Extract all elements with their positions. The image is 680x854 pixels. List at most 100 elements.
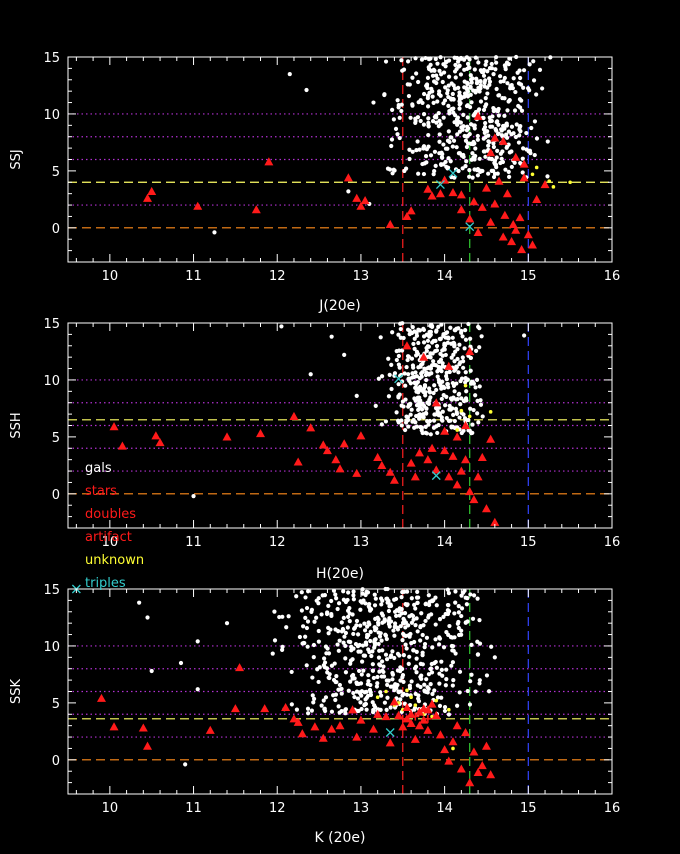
- gal-point: [452, 86, 458, 91]
- x-tick-label: 12: [269, 535, 286, 550]
- gal-point: [518, 82, 524, 87]
- gal-point: [485, 129, 490, 134]
- gal-point: [507, 174, 512, 179]
- gal-point: [404, 364, 409, 370]
- gal-point: [383, 59, 389, 64]
- triple-point: [431, 471, 441, 481]
- gal-point: [367, 687, 373, 693]
- gal-point: [412, 707, 417, 712]
- gal-point: [459, 330, 464, 335]
- gal-point: [493, 67, 498, 72]
- gal-point: [382, 617, 387, 622]
- gal-point: [472, 141, 477, 146]
- gal-point: [473, 385, 478, 390]
- gal-point: [455, 703, 460, 708]
- gal-point: [343, 656, 348, 661]
- gal-point: [429, 363, 435, 368]
- gal-point: [312, 619, 317, 624]
- gal-point: [425, 418, 430, 424]
- gal-point: [390, 684, 395, 689]
- x-tick-label: 14: [436, 269, 453, 284]
- gal-point: [419, 371, 424, 376]
- gal-point: [411, 341, 416, 347]
- gal-point: [424, 160, 429, 165]
- gal-point: [503, 167, 508, 172]
- gal-point: [463, 370, 468, 375]
- gal-point: [297, 634, 302, 640]
- star-point: [461, 728, 471, 737]
- unknown-point: [488, 410, 493, 414]
- gal-point: [488, 119, 493, 124]
- gal-point: [435, 374, 440, 379]
- gal-point: [329, 612, 334, 617]
- gal-point: [483, 62, 488, 67]
- gal-point: [363, 601, 368, 606]
- gal-point: [426, 593, 431, 598]
- star-point: [385, 219, 395, 229]
- gal-point: [399, 423, 404, 428]
- gal-point: [412, 425, 417, 430]
- gal-point: [403, 383, 408, 388]
- gal-point: [446, 129, 451, 134]
- gal-point: [421, 415, 426, 420]
- gal-point: [379, 374, 385, 379]
- gal-point: [402, 620, 407, 626]
- gal-point: [415, 589, 420, 594]
- gal-point: [430, 324, 435, 329]
- gal-point: [406, 93, 412, 99]
- gal-point: [489, 644, 494, 649]
- x-tick-label: 13: [353, 269, 370, 284]
- gal-point: [374, 684, 380, 689]
- gal-point: [441, 115, 446, 120]
- gal-point: [451, 83, 456, 88]
- gal-point: [435, 430, 440, 436]
- gal-point: [468, 344, 473, 349]
- gal-point: [398, 697, 403, 702]
- gal-point: [388, 602, 393, 607]
- gal-point: [380, 659, 385, 664]
- gal-point: [465, 89, 470, 94]
- gal-point: [452, 359, 457, 364]
- gal-point: [414, 595, 420, 600]
- gal-point: [426, 372, 432, 377]
- star-point: [402, 211, 412, 221]
- gal-point: [437, 132, 442, 137]
- gal-point: [430, 645, 435, 650]
- gal-point: [364, 707, 369, 712]
- gal-point: [392, 624, 398, 629]
- gal-point: [421, 334, 427, 339]
- star-point: [255, 428, 265, 438]
- unknown-point: [467, 414, 472, 419]
- gal-point: [485, 69, 490, 74]
- gal-point: [509, 164, 514, 170]
- gal-point: [354, 623, 359, 628]
- gal-point: [438, 357, 444, 362]
- star-point: [427, 443, 437, 452]
- gal-point: [362, 653, 368, 658]
- gal-point: [521, 85, 526, 90]
- gal-point: [412, 336, 417, 341]
- gal-point: [403, 633, 408, 638]
- gal-point: [428, 432, 433, 437]
- star-point: [109, 722, 119, 731]
- star-point: [385, 738, 395, 747]
- gal-point: [413, 116, 418, 121]
- gal-point: [478, 82, 483, 88]
- gal-point: [522, 333, 527, 338]
- gal-point: [420, 430, 425, 436]
- gal-point: [299, 590, 304, 595]
- gal-point: [389, 143, 394, 149]
- gal-point: [396, 353, 401, 359]
- gal-point: [390, 107, 395, 113]
- gal-point: [461, 57, 467, 62]
- gal-point: [505, 81, 510, 86]
- gal-point: [462, 133, 467, 139]
- gal-point: [420, 650, 425, 655]
- gal-point: [494, 60, 499, 65]
- gal-point: [421, 327, 427, 333]
- gal-point: [431, 390, 436, 396]
- gal-point: [483, 96, 488, 101]
- gal-point: [419, 673, 424, 678]
- gal-point: [405, 357, 410, 363]
- gal-point: [347, 619, 352, 624]
